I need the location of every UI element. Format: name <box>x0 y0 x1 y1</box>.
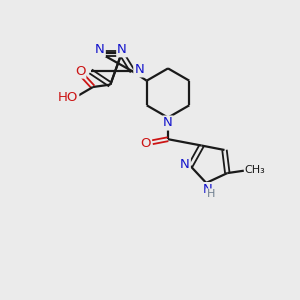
Text: O: O <box>141 137 151 150</box>
Text: H: H <box>206 189 215 199</box>
Text: N: N <box>134 63 144 76</box>
Text: O: O <box>75 64 85 78</box>
Text: N: N <box>95 43 105 56</box>
Text: N: N <box>180 158 190 171</box>
Text: N: N <box>203 183 213 196</box>
Text: N: N <box>117 43 127 56</box>
Text: HO: HO <box>58 91 78 104</box>
Text: N: N <box>163 116 173 130</box>
Text: CH₃: CH₃ <box>245 165 266 175</box>
